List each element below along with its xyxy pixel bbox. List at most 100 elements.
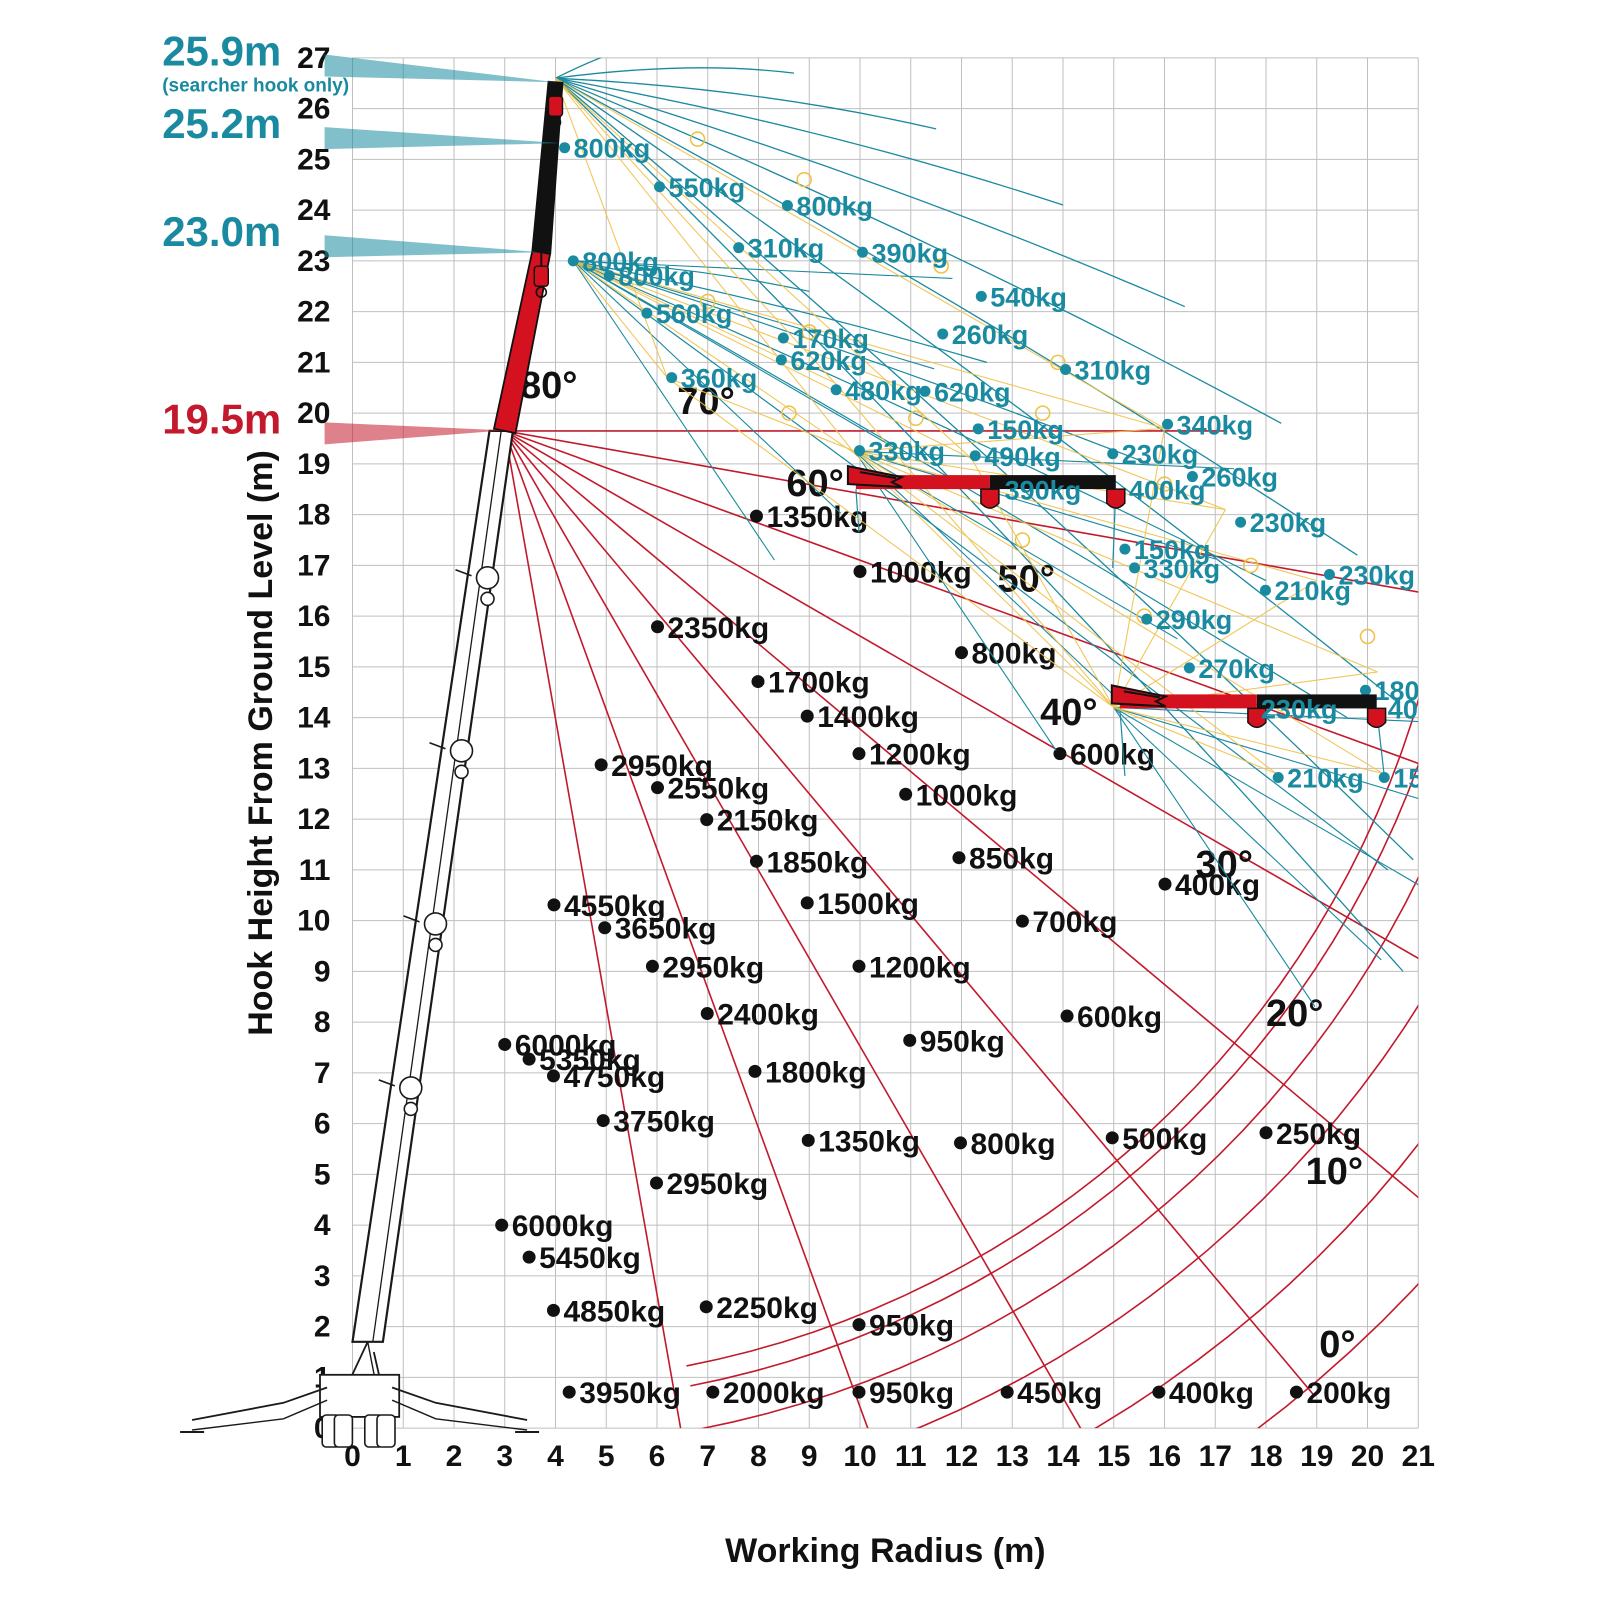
svg-text:330kg: 330kg xyxy=(868,437,945,467)
svg-text:230kg: 230kg xyxy=(1338,561,1415,591)
svg-text:210kg: 210kg xyxy=(1287,764,1364,794)
svg-text:2150kg: 2150kg xyxy=(717,805,819,838)
svg-text:6: 6 xyxy=(649,1440,666,1473)
svg-text:1800kg: 1800kg xyxy=(765,1056,867,1089)
svg-text:400kg: 400kg xyxy=(1169,1377,1254,1410)
svg-text:2400kg: 2400kg xyxy=(717,999,819,1032)
svg-text:21: 21 xyxy=(1402,1440,1435,1473)
svg-text:1400kg: 1400kg xyxy=(817,701,919,734)
svg-text:1000kg: 1000kg xyxy=(870,556,972,589)
svg-text:950kg: 950kg xyxy=(869,1377,954,1410)
svg-text:1200kg: 1200kg xyxy=(869,739,971,772)
svg-text:800kg: 800kg xyxy=(574,134,651,164)
svg-text:22: 22 xyxy=(297,296,330,329)
svg-text:2350kg: 2350kg xyxy=(668,612,770,645)
svg-text:700kg: 700kg xyxy=(1032,906,1117,939)
svg-text:26: 26 xyxy=(297,93,330,126)
svg-text:4: 4 xyxy=(547,1440,564,1473)
svg-text:230kg: 230kg xyxy=(1122,440,1199,470)
svg-text:2950kg: 2950kg xyxy=(666,1168,768,1201)
svg-text:19: 19 xyxy=(297,448,330,481)
svg-text:7: 7 xyxy=(699,1440,716,1473)
svg-text:1500kg: 1500kg xyxy=(817,888,919,921)
svg-text:270kg: 270kg xyxy=(1198,654,1275,684)
svg-text:(searcher hook only): (searcher hook only) xyxy=(162,76,349,97)
svg-text:4750kg: 4750kg xyxy=(563,1061,665,1094)
svg-text:6000kg: 6000kg xyxy=(512,1210,614,1243)
svg-text:8: 8 xyxy=(314,1006,331,1039)
svg-text:0°: 0° xyxy=(1319,1324,1355,1366)
svg-text:1: 1 xyxy=(395,1440,412,1473)
svg-text:3950kg: 3950kg xyxy=(579,1377,681,1410)
svg-text:12: 12 xyxy=(297,803,330,836)
svg-text:7: 7 xyxy=(314,1057,331,1090)
svg-text:250kg: 250kg xyxy=(1276,1118,1361,1151)
svg-text:390kg: 390kg xyxy=(1005,475,1082,505)
svg-text:16: 16 xyxy=(1148,1440,1181,1473)
svg-text:540kg: 540kg xyxy=(990,282,1067,312)
svg-text:490kg: 490kg xyxy=(984,442,1061,472)
svg-text:5: 5 xyxy=(314,1158,331,1191)
svg-text:950kg: 950kg xyxy=(869,1310,954,1343)
svg-text:11: 11 xyxy=(299,854,331,887)
svg-text:4: 4 xyxy=(314,1209,331,1242)
svg-text:290kg: 290kg xyxy=(1156,605,1233,635)
svg-text:13: 13 xyxy=(996,1440,1029,1473)
svg-text:25.9m: 25.9m xyxy=(162,28,281,75)
svg-text:480kg: 480kg xyxy=(845,376,922,406)
svg-text:2550kg: 2550kg xyxy=(668,773,770,806)
svg-text:15: 15 xyxy=(1097,1440,1130,1473)
svg-text:620kg: 620kg xyxy=(934,377,1011,407)
svg-text:560kg: 560kg xyxy=(656,299,733,329)
svg-text:11: 11 xyxy=(895,1440,927,1473)
svg-text:14: 14 xyxy=(1046,1440,1080,1473)
svg-text:21: 21 xyxy=(297,346,330,379)
svg-text:850kg: 850kg xyxy=(969,843,1054,876)
svg-text:260kg: 260kg xyxy=(952,320,1029,350)
svg-text:18: 18 xyxy=(1249,1440,1282,1473)
svg-text:10°: 10° xyxy=(1306,1151,1363,1193)
svg-text:60°: 60° xyxy=(786,463,843,505)
svg-text:20: 20 xyxy=(1351,1440,1384,1473)
svg-text:2250kg: 2250kg xyxy=(716,1292,818,1325)
svg-text:1000kg: 1000kg xyxy=(916,779,1018,812)
svg-text:12: 12 xyxy=(945,1440,978,1473)
svg-text:550kg: 550kg xyxy=(669,173,746,203)
svg-text:1200kg: 1200kg xyxy=(869,951,971,984)
svg-text:2000kg: 2000kg xyxy=(723,1377,825,1410)
svg-text:400kg: 400kg xyxy=(1175,869,1260,902)
svg-text:10: 10 xyxy=(843,1440,876,1473)
svg-text:200kg: 200kg xyxy=(1306,1377,1391,1410)
svg-text:2: 2 xyxy=(314,1311,331,1344)
svg-text:330kg: 330kg xyxy=(1144,554,1221,584)
svg-text:Hook Height From Ground Level: Hook Height From Ground Level (m) xyxy=(242,450,280,1036)
svg-text:18: 18 xyxy=(297,499,330,532)
svg-text:450kg: 450kg xyxy=(1017,1377,1102,1410)
svg-text:500kg: 500kg xyxy=(1122,1123,1207,1156)
svg-text:310kg: 310kg xyxy=(1075,355,1152,385)
svg-text:23.0m: 23.0m xyxy=(162,208,281,255)
svg-text:1850kg: 1850kg xyxy=(766,846,868,879)
svg-text:310kg: 310kg xyxy=(748,234,825,264)
svg-text:3: 3 xyxy=(496,1440,513,1473)
svg-text:Working Radius (m): Working Radius (m) xyxy=(725,1532,1046,1570)
svg-text:2: 2 xyxy=(446,1440,463,1473)
svg-text:150kg: 150kg xyxy=(987,415,1064,445)
svg-text:340kg: 340kg xyxy=(1177,410,1254,440)
svg-text:1350kg: 1350kg xyxy=(818,1125,920,1158)
svg-text:2950kg: 2950kg xyxy=(662,951,764,984)
svg-text:9: 9 xyxy=(314,955,331,988)
svg-text:600kg: 600kg xyxy=(1077,1001,1162,1034)
svg-text:19: 19 xyxy=(1300,1440,1333,1473)
svg-text:24: 24 xyxy=(297,194,331,227)
svg-text:17: 17 xyxy=(297,549,330,582)
svg-text:230kg: 230kg xyxy=(1261,694,1338,724)
svg-text:16: 16 xyxy=(297,600,330,633)
svg-text:17: 17 xyxy=(1199,1440,1232,1473)
svg-text:14: 14 xyxy=(297,702,331,735)
svg-text:260kg: 260kg xyxy=(1201,463,1278,493)
svg-text:1350kg: 1350kg xyxy=(766,501,868,534)
svg-text:1700kg: 1700kg xyxy=(768,667,870,700)
svg-text:230kg: 230kg xyxy=(1250,508,1327,538)
svg-text:9: 9 xyxy=(801,1440,818,1473)
